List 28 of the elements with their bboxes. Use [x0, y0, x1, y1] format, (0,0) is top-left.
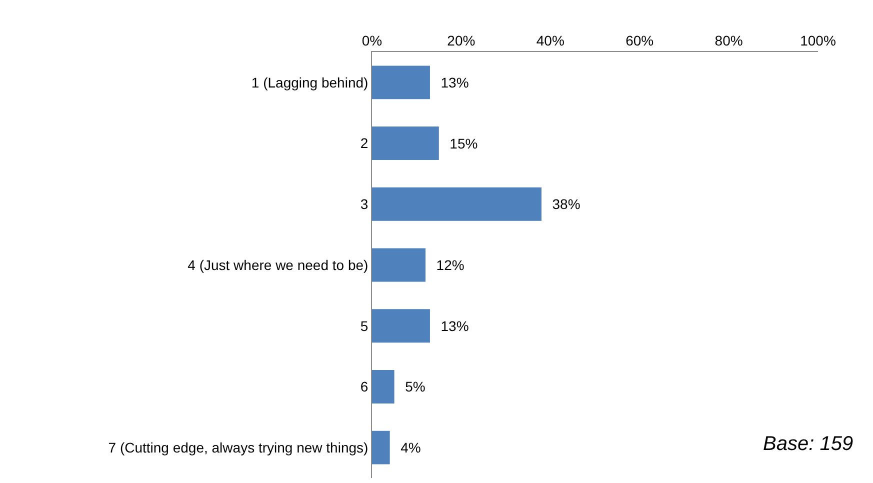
data-label: 13%: [432, 74, 469, 90]
x-tick-label: 60%: [626, 32, 654, 48]
data-label: 38%: [544, 196, 580, 212]
bar: [372, 187, 542, 221]
x-tick-label: 0%: [362, 32, 382, 48]
x-tick-label: 100%: [800, 32, 836, 48]
data-label: 12%: [428, 257, 464, 273]
bar: [372, 66, 430, 100]
y-tick-label: 2: [360, 135, 368, 152]
data-label: 4%: [392, 440, 421, 456]
bar: [372, 126, 439, 160]
y-tick-label: 1 (Lagging behind): [251, 74, 368, 90]
bar: [372, 430, 390, 464]
data-label: 15%: [442, 135, 478, 152]
bar: [372, 309, 430, 343]
bar: [372, 370, 394, 404]
x-tick-label: 80%: [714, 32, 743, 48]
data-label: 13%: [432, 318, 469, 334]
y-tick-label: 5: [360, 318, 368, 334]
x-tick-label: 40%: [536, 32, 564, 48]
y-tick-label: 3: [360, 196, 368, 212]
y-tick-label: 4 (Just where we need to be): [188, 256, 368, 273]
bar: [372, 248, 426, 282]
y-tick-label: 7 (Cutting edge, always trying new things): [108, 439, 368, 456]
data-label: 5%: [397, 378, 426, 395]
x-tick-label: 20%: [447, 32, 476, 48]
y-tick-label: 6: [360, 378, 368, 395]
annotation: Base: 159: [763, 433, 854, 455]
